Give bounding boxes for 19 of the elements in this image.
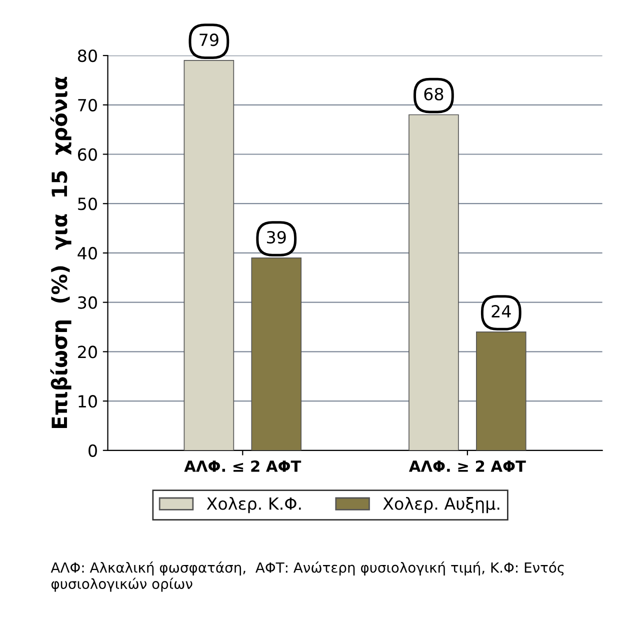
y-tick-label: 60	[78, 148, 97, 161]
y-tick-label: 80	[78, 49, 97, 62]
data-label: 24	[492, 305, 511, 318]
y-axis-title: Επιβίωση (%) για 15 χρόνια	[50, 76, 72, 428]
y-tick-label: 30	[78, 296, 97, 309]
text: ΑΛΦ: Αλκαλική φωσφατάση, ΑΦΤ: Ανώτερη φυσιολογική τιμή, Κ.Φ: Εντός φυσιολογικών ορίων	[50, 561, 564, 592]
x-tick-label: ΑΛΦ. ≥ 2 ΑΦΤ	[408, 460, 526, 472]
data-label: 39	[267, 230, 286, 244]
y-tick-label: 50	[78, 198, 97, 210]
data-label: 79	[200, 34, 218, 46]
y-tick-label: 70	[78, 98, 97, 112]
x-tick-label: ΑΛΦ. ≤ 2 ΑΦΤ	[184, 460, 302, 472]
legend-label: Χολερ. Κ.Φ.	[206, 497, 301, 514]
y-tick-label: 10	[78, 395, 97, 408]
y-tick-label: 0	[88, 444, 97, 457]
y-tick-label: 40	[78, 246, 97, 260]
legend-label: Χολερ. Αυξημ.	[383, 497, 500, 514]
y-tick-label: 20	[78, 346, 97, 358]
data-label: 68	[424, 88, 444, 100]
